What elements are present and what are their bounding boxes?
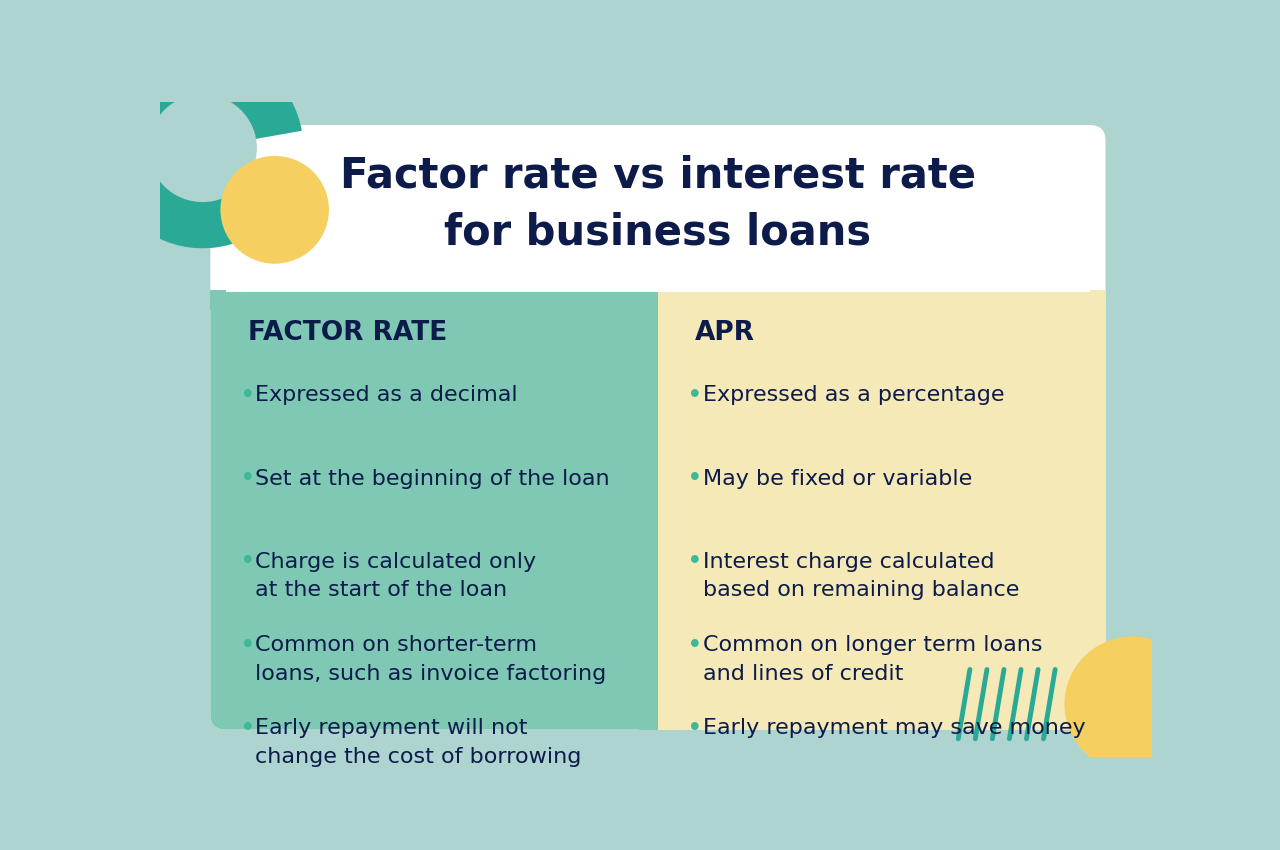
Bar: [225, 125, 1091, 292]
Text: Set at the beginning of the loan: Set at the beginning of the loan: [255, 468, 611, 489]
Text: •: •: [687, 549, 703, 575]
Text: Expressed as a percentage: Expressed as a percentage: [703, 385, 1005, 405]
Text: •: •: [239, 383, 256, 409]
Text: •: •: [687, 466, 703, 492]
Text: APR: APR: [695, 320, 755, 346]
FancyBboxPatch shape: [210, 291, 658, 729]
Bar: [658, 290, 1106, 310]
Text: Expressed as a decimal: Expressed as a decimal: [255, 385, 518, 405]
Text: Early repayment will not
change the cost of borrowing: Early repayment will not change the cost…: [255, 718, 581, 767]
Text: •: •: [239, 716, 256, 742]
Text: •: •: [239, 549, 256, 575]
Text: FACTOR RATE: FACTOR RATE: [247, 320, 447, 346]
Circle shape: [1065, 637, 1201, 772]
Bar: [658, 291, 678, 729]
Text: Common on shorter-term
loans, such as invoice factoring: Common on shorter-term loans, such as in…: [255, 635, 607, 683]
Text: Common on longer term loans
and lines of credit: Common on longer term loans and lines of…: [703, 635, 1042, 683]
Text: Charge is calculated only
at the start of the loan: Charge is calculated only at the start o…: [255, 552, 536, 600]
Text: •: •: [687, 632, 703, 659]
Text: Interest charge calculated
based on remaining balance: Interest charge calculated based on rema…: [703, 552, 1019, 600]
Circle shape: [148, 94, 257, 202]
Text: Factor rate vs interest rate
for business loans: Factor rate vs interest rate for busines…: [340, 155, 975, 253]
Bar: [639, 291, 659, 729]
Text: •: •: [239, 466, 256, 492]
FancyBboxPatch shape: [658, 291, 1106, 729]
Wedge shape: [102, 48, 302, 248]
FancyBboxPatch shape: [210, 125, 1106, 729]
Text: •: •: [239, 632, 256, 659]
Text: •: •: [687, 383, 703, 409]
Text: May be fixed or variable: May be fixed or variable: [703, 468, 972, 489]
Text: Early repayment may save money: Early repayment may save money: [703, 718, 1085, 738]
Text: •: •: [687, 716, 703, 742]
Circle shape: [220, 156, 329, 264]
Bar: [210, 290, 658, 310]
